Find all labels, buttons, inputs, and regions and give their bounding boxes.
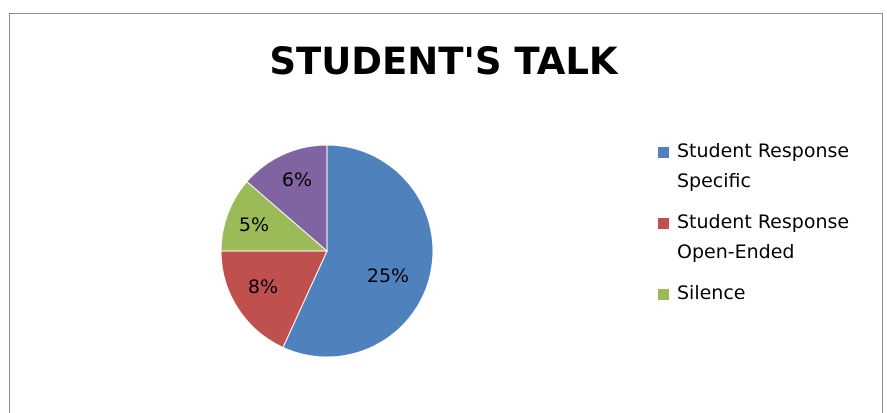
slice-data-label: 6% — [282, 169, 312, 191]
legend-label-line2: Open-Ended — [677, 241, 795, 263]
pie-slice — [220, 250, 328, 349]
chart-area — [9, 13, 883, 413]
chart-legend: Student Response Specific Student Respon… — [658, 136, 883, 319]
chart-title: STUDENT'S TALK — [269, 40, 618, 83]
pie-slice — [246, 144, 328, 253]
pie-chart: 25% 8% 5% 6% — [220, 144, 434, 358]
legend-label-line1: Silence — [677, 282, 746, 304]
legend-item-student-response-open-ended: Student Response Open-Ended — [658, 207, 883, 267]
legend-swatch — [658, 218, 669, 229]
legend-label-line1: Student Response — [677, 211, 850, 233]
pie-slice — [220, 180, 329, 252]
slice-data-label: 8% — [248, 276, 278, 298]
legend-label-line2: Specific — [677, 170, 751, 192]
legend-item-silence: Silence — [658, 278, 883, 308]
pie-slice — [282, 144, 434, 358]
legend-label-line1: Student Response — [677, 140, 850, 162]
legend-swatch — [658, 289, 669, 300]
slice-data-label: 5% — [239, 214, 269, 236]
slice-data-label: 25% — [367, 265, 409, 287]
legend-item-student-response-specific: Student Response Specific — [658, 136, 883, 196]
legend-swatch — [658, 147, 669, 158]
